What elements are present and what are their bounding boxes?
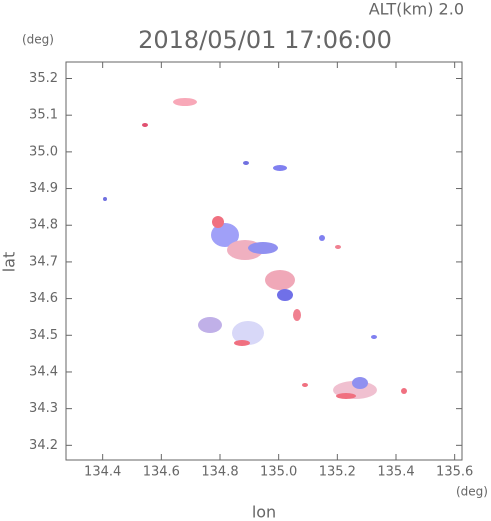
echo (211, 223, 239, 247)
x-tick-label: 134.8 (201, 465, 238, 480)
echo (103, 197, 107, 201)
echo (352, 377, 368, 389)
subtitle: ALT(km) 2.0 (369, 0, 464, 19)
x-tick-label: 135.6 (436, 465, 473, 480)
echo (198, 317, 222, 333)
x-unit: (deg) (456, 485, 488, 499)
y-tick-label: 35.0 (29, 144, 58, 159)
x-tick-label: 135.0 (260, 465, 297, 480)
echo-clusters (103, 98, 407, 399)
echo (248, 242, 278, 254)
plot-frame (65, 61, 463, 461)
echo (212, 216, 224, 228)
echo (336, 393, 356, 399)
y-tick-label: 35.2 (29, 71, 58, 86)
echo (335, 245, 341, 249)
echo (319, 235, 325, 241)
echo (234, 340, 250, 346)
y-tick-label: 35.1 (29, 108, 58, 123)
echo (401, 388, 407, 394)
y-axis-label: lat (0, 252, 19, 273)
y-tick-label: 34.5 (29, 328, 58, 343)
y-tick-label: 34.9 (29, 181, 58, 196)
y-tick-label: 34.3 (29, 401, 58, 416)
x-tick-label: 135.4 (377, 465, 414, 480)
x-axis-label: lon (252, 503, 276, 521)
echo (273, 165, 287, 171)
echo (142, 123, 148, 127)
echo (243, 161, 249, 165)
x-tick-label: 134.4 (84, 465, 121, 480)
echo (173, 98, 197, 106)
y-unit: (deg) (22, 33, 54, 47)
echo (265, 270, 295, 290)
x-tick-label: 135.2 (319, 465, 356, 480)
echo (293, 309, 301, 321)
echo (302, 383, 308, 387)
y-tick-label: 34.8 (29, 218, 58, 233)
y-tick-label: 34.6 (29, 291, 58, 306)
y-tick-label: 34.4 (29, 364, 58, 379)
y-tick-label: 34.7 (29, 254, 58, 269)
x-tick-label: 134.6 (143, 465, 180, 480)
echo (277, 289, 293, 301)
chart-title: 2018/05/01 17:06:00 (138, 26, 392, 54)
echo (232, 321, 264, 345)
y-tick-label: 34.2 (29, 438, 58, 453)
echo (371, 335, 377, 339)
